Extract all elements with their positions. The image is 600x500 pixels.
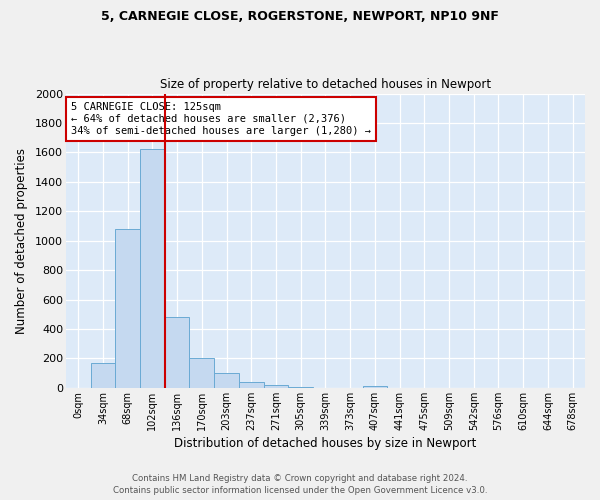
- Bar: [362, 386, 387, 388]
- Bar: [289, 387, 313, 388]
- Bar: [263, 386, 289, 388]
- Y-axis label: Number of detached properties: Number of detached properties: [15, 148, 28, 334]
- Text: 5 CARNEGIE CLOSE: 125sqm
← 64% of detached houses are smaller (2,376)
34% of sem: 5 CARNEGIE CLOSE: 125sqm ← 64% of detach…: [71, 102, 371, 136]
- Bar: [214, 373, 239, 388]
- Bar: [165, 318, 190, 388]
- Bar: [91, 363, 115, 388]
- Bar: [140, 150, 165, 388]
- Bar: [115, 229, 140, 388]
- X-axis label: Distribution of detached houses by size in Newport: Distribution of detached houses by size …: [174, 437, 476, 450]
- Title: Size of property relative to detached houses in Newport: Size of property relative to detached ho…: [160, 78, 491, 91]
- Text: 5, CARNEGIE CLOSE, ROGERSTONE, NEWPORT, NP10 9NF: 5, CARNEGIE CLOSE, ROGERSTONE, NEWPORT, …: [101, 10, 499, 23]
- Bar: [239, 382, 263, 388]
- Bar: [190, 358, 214, 388]
- Text: Contains HM Land Registry data © Crown copyright and database right 2024.
Contai: Contains HM Land Registry data © Crown c…: [113, 474, 487, 495]
